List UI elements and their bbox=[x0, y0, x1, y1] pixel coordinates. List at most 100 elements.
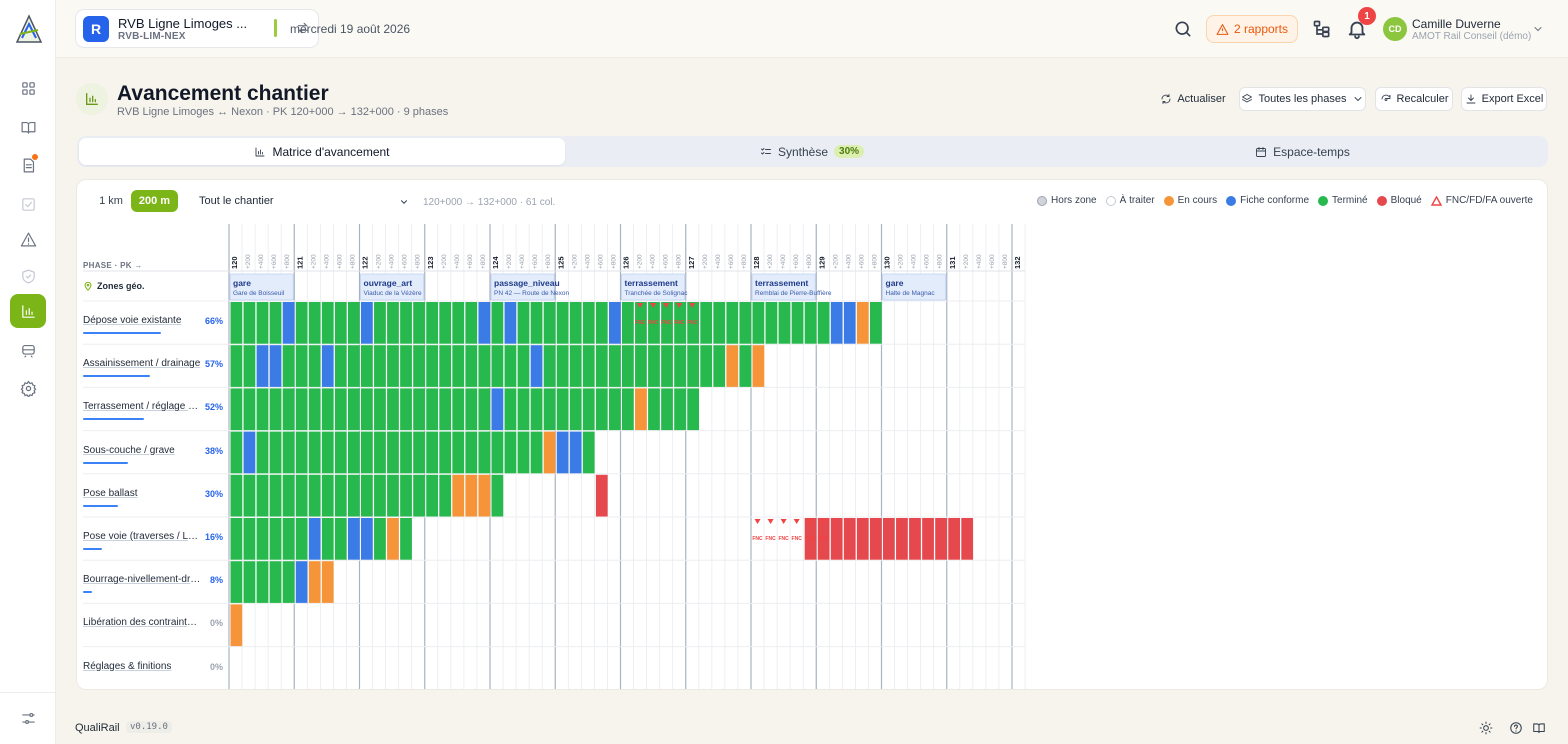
phase-row-label[interactable]: Dépose voie existante 66% bbox=[83, 301, 223, 344]
phase-row-label[interactable]: Terrassement / réglage pla... 52% bbox=[83, 387, 223, 430]
phase-name[interactable]: Sous-couche / grave bbox=[83, 444, 175, 456]
range-info: 120+000 → 132+000 · 61 col. bbox=[423, 197, 556, 208]
status-cell bbox=[687, 388, 699, 431]
sub-tick-label: +200 bbox=[571, 254, 578, 269]
status-cell bbox=[374, 345, 386, 387]
legend-label: Terminé bbox=[1332, 195, 1368, 206]
sub-tick-label: +600 bbox=[989, 254, 996, 269]
fnc-marker-icon bbox=[650, 303, 657, 308]
phase-progress-bar bbox=[83, 461, 128, 464]
phase-percent: 38% bbox=[204, 445, 223, 456]
tab-space-time[interactable]: Espace-temps bbox=[1059, 138, 1546, 165]
tab-synthesis[interactable]: Synthèse 30% bbox=[567, 138, 1057, 165]
status-cell bbox=[269, 388, 282, 431]
status-cell bbox=[517, 431, 530, 474]
status-cell bbox=[869, 518, 882, 560]
export-excel-button[interactable]: Export Excel bbox=[1461, 87, 1547, 111]
theme-toggle[interactable] bbox=[1479, 721, 1493, 735]
status-cell bbox=[230, 345, 243, 387]
sub-tick-label: +800 bbox=[610, 254, 617, 269]
phase-name[interactable]: Dépose voie existante bbox=[83, 315, 182, 326]
train-icon bbox=[21, 344, 35, 357]
status-cell bbox=[530, 302, 543, 344]
status-cell bbox=[387, 388, 399, 431]
sidebar-item-chart[interactable] bbox=[10, 294, 46, 328]
progress-matrix: 120 +200 +400 +600 +800 121 +200 +400 +600 +800 12… bbox=[83, 224, 1026, 689]
avatar[interactable]: CD bbox=[1383, 17, 1407, 41]
status-cell bbox=[478, 474, 491, 517]
search-icon[interactable] bbox=[1173, 19, 1193, 39]
sidebar-item-dashboard[interactable] bbox=[10, 71, 46, 105]
status-cell bbox=[282, 388, 295, 431]
status-cell bbox=[282, 561, 295, 603]
status-cell bbox=[478, 302, 491, 344]
phase-row-label[interactable]: Libération des contraintes /... 0% bbox=[83, 603, 223, 646]
scale-1km-toggle[interactable]: 1 km bbox=[99, 195, 123, 207]
status-cell bbox=[830, 518, 843, 560]
status-cell bbox=[452, 388, 465, 431]
legend-bloque: Bloqué bbox=[1376, 195, 1422, 206]
status-cell bbox=[713, 345, 726, 387]
chevron-down-icon[interactable] bbox=[1532, 23, 1544, 35]
phase-row-label[interactable]: Sous-couche / grave 38% bbox=[83, 431, 223, 474]
help-button[interactable] bbox=[1509, 721, 1523, 735]
phase-name[interactable]: Assainissement / drainage bbox=[83, 358, 201, 370]
sidebar-divider bbox=[0, 692, 56, 693]
phase-name[interactable]: Réglages & finitions bbox=[83, 660, 172, 672]
page-icon bbox=[76, 83, 108, 115]
phase-name[interactable]: Terrassement / réglage pla... bbox=[83, 401, 201, 413]
phase-row-label[interactable]: Pose voie (traverses / LRS) 16% bbox=[83, 517, 223, 560]
status-cell bbox=[361, 518, 373, 560]
bell-icon[interactable] bbox=[1346, 18, 1368, 40]
phase-row-label[interactable]: Réglages & finitions 0% bbox=[83, 647, 223, 689]
project-selector[interactable]: R RVB Ligne Limoges ... RVB-LIM-NEX bbox=[75, 9, 319, 48]
refresh-button[interactable]: Actualiser bbox=[1155, 87, 1231, 111]
fnc-marker-icon bbox=[793, 519, 800, 524]
project-code: RVB-LIM-NEX bbox=[118, 31, 186, 42]
tab-matrix[interactable]: Matrice d'avancement bbox=[79, 138, 565, 165]
user-name[interactable]: Camille Duverne bbox=[1412, 17, 1501, 31]
status-cell bbox=[282, 431, 295, 474]
phase-name[interactable]: Libération des contraintes /... bbox=[83, 617, 201, 629]
app-logo-icon[interactable] bbox=[14, 12, 44, 46]
status-cell bbox=[569, 302, 582, 344]
sidebar-item-book[interactable] bbox=[10, 110, 46, 144]
phase-name[interactable]: Bourrage-nivellement-dress... bbox=[83, 574, 201, 586]
phases-dropdown[interactable]: Toutes les phases bbox=[1239, 87, 1366, 111]
phase-row-label[interactable]: Pose ballast 30% bbox=[83, 474, 223, 517]
sub-tick-label: +800 bbox=[806, 254, 813, 269]
tree-view-icon[interactable] bbox=[1312, 19, 1332, 39]
sub-tick-label: +200 bbox=[637, 254, 644, 269]
docs-button[interactable] bbox=[1532, 721, 1546, 735]
status-cell bbox=[869, 302, 882, 344]
status-cell bbox=[243, 518, 256, 560]
sidebar-item-warning[interactable] bbox=[10, 222, 46, 256]
legend-fiche-conforme: Fiche conforme bbox=[1226, 195, 1309, 206]
settings-sliders-button[interactable] bbox=[10, 701, 46, 735]
phase-name[interactable]: Pose voie (traverses / LRS) bbox=[83, 531, 201, 542]
status-cell bbox=[387, 302, 399, 344]
zone-block bbox=[360, 273, 425, 301]
scope-select[interactable]: Tout le chantier bbox=[199, 195, 274, 207]
phase-name[interactable]: Pose ballast bbox=[83, 487, 138, 499]
fnc-marker-icon bbox=[819, 519, 826, 524]
sidebar-item-shield[interactable] bbox=[10, 259, 46, 293]
phase-row-label[interactable]: Bourrage-nivellement-dress... 8% bbox=[83, 560, 223, 603]
status-cell bbox=[269, 474, 282, 517]
phase-row-label[interactable]: Assainissement / drainage 57% bbox=[83, 344, 223, 387]
recalculate-button[interactable]: Recalculer bbox=[1375, 87, 1453, 111]
scale-200m-toggle[interactable]: 200 m bbox=[131, 190, 178, 212]
phases-label: Toutes les phases bbox=[1258, 93, 1347, 105]
sidebar-item-document[interactable] bbox=[10, 148, 46, 182]
reports-button[interactable]: 2 rapports bbox=[1206, 15, 1298, 43]
status-cell bbox=[321, 345, 334, 387]
status-cell bbox=[491, 345, 504, 387]
sidebar-item-gear[interactable] bbox=[10, 371, 46, 405]
status-cell bbox=[400, 345, 412, 387]
swap-icon[interactable] bbox=[296, 21, 310, 35]
help-icon bbox=[1510, 722, 1522, 734]
km-label: 120 bbox=[230, 256, 239, 269]
sub-tick-label: +800 bbox=[349, 254, 356, 269]
sidebar-item-train[interactable] bbox=[10, 333, 46, 367]
sidebar-item-checklist[interactable] bbox=[10, 187, 46, 221]
